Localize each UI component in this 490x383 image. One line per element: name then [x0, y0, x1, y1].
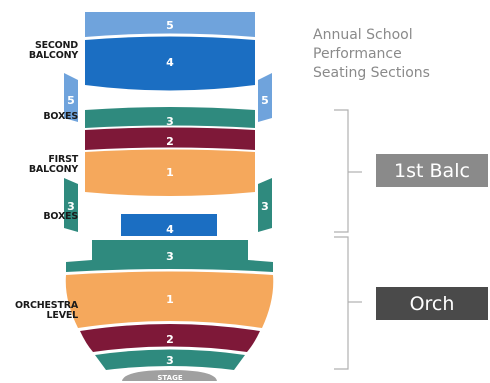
sec-3-orch-top-number: 3 — [166, 250, 174, 263]
chart-title: Annual School Performance Seating Sectio… — [313, 27, 430, 81]
legend-orchestra-label: Orch — [409, 292, 455, 315]
section-5-top[interactable] — [85, 12, 255, 37]
sec-3-first-number: 3 — [166, 115, 174, 128]
legend-first-balcony-label: 1st Balc — [394, 159, 470, 182]
box-3-left[interactable] — [64, 178, 78, 232]
sec-3-orch-bottom-number: 3 — [166, 354, 174, 367]
box-3-left-number: 3 — [67, 200, 75, 213]
label-boxes-lower: BOXES — [43, 211, 78, 222]
section-3-orch-top[interactable] — [66, 240, 273, 272]
sec-2-orch-number: 2 — [166, 333, 174, 346]
label-boxes-upper: BOXES — [43, 111, 78, 122]
section-4-top[interactable] — [85, 36, 255, 91]
box-5-left[interactable] — [64, 73, 78, 122]
box-3-right[interactable] — [258, 178, 272, 232]
bracket-first-balcony — [334, 109, 362, 233]
section-3-orch-bottom[interactable] — [95, 349, 245, 371]
sec-1-first-number: 1 — [166, 166, 174, 179]
box-5-right-number: 5 — [261, 94, 269, 107]
label-second-balcony: SECOND BALCONY — [28, 40, 78, 61]
sec-4-top-number: 4 — [166, 56, 174, 69]
box-5-right[interactable] — [258, 73, 272, 122]
sec-2-first-number: 2 — [166, 135, 174, 148]
stage — [122, 370, 217, 381]
section-4-orch[interactable] — [121, 214, 217, 236]
legend-orchestra[interactable]: Orch — [376, 287, 488, 320]
section-2-first[interactable] — [85, 127, 255, 151]
section-1-first[interactable] — [85, 149, 255, 197]
label-orchestra: ORCHESTRA LEVEL — [15, 300, 78, 321]
sec-1-orch-number: 1 — [166, 293, 174, 306]
box-5-left-number: 5 — [67, 94, 75, 107]
legend-first-balcony[interactable]: 1st Balc — [376, 154, 488, 187]
sec-5-top-number: 5 — [166, 19, 174, 32]
box-3-right-number: 3 — [261, 200, 269, 213]
section-2-orch[interactable] — [80, 324, 260, 352]
sec-4-orch-number: 4 — [166, 223, 174, 236]
section-1-orch[interactable] — [65, 271, 274, 329]
section-3-first[interactable] — [85, 107, 255, 128]
bracket-orchestra — [334, 236, 362, 370]
label-first-balcony: FIRST BALCONY — [28, 154, 78, 175]
stage-label: STAGE — [157, 374, 182, 382]
